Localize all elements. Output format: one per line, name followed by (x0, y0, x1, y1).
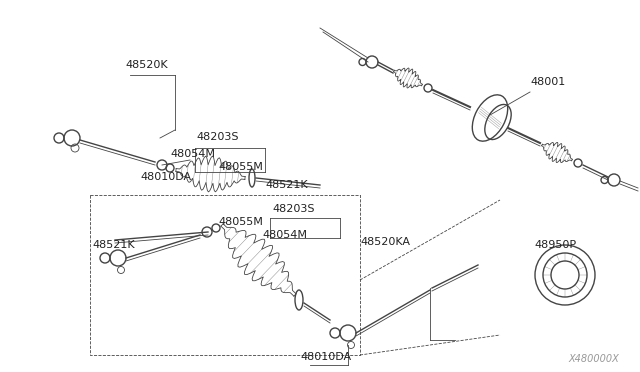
Text: 48001: 48001 (530, 77, 565, 87)
Text: X480000X: X480000X (568, 354, 619, 364)
Text: 48010DA: 48010DA (300, 352, 351, 362)
Text: 48010DA: 48010DA (140, 172, 191, 182)
Text: 48055M: 48055M (218, 162, 263, 172)
Text: 48203S: 48203S (196, 132, 239, 142)
Text: 48521K: 48521K (92, 240, 134, 250)
Text: 48520K: 48520K (125, 60, 168, 70)
Text: 48521K: 48521K (265, 180, 308, 190)
Text: 48520KA: 48520KA (360, 237, 410, 247)
Text: 48054M: 48054M (170, 149, 215, 159)
Text: 48950P: 48950P (534, 240, 576, 250)
Text: 48203S: 48203S (272, 204, 314, 214)
Text: 48055M: 48055M (218, 217, 263, 227)
Text: 48054M: 48054M (262, 230, 307, 240)
